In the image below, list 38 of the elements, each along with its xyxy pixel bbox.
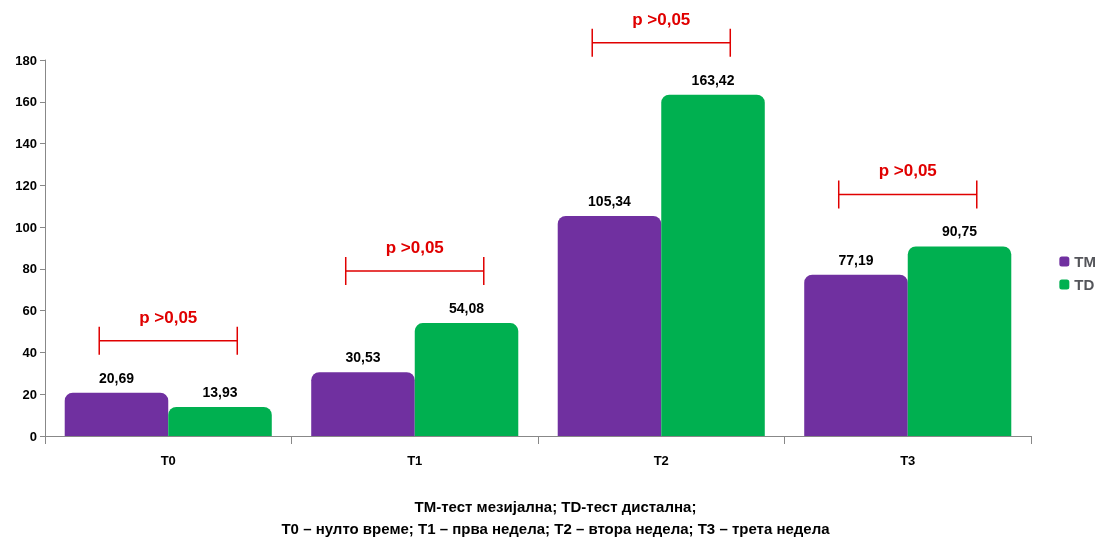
data-label: 54,08 [448,300,485,317]
bar [804,274,908,436]
data-label: 77,19 [838,251,874,268]
bar [311,372,415,436]
bar [661,94,765,436]
x-tick-label: T0 [160,453,176,468]
x-tick-label: T3 [900,453,916,468]
data-label: 30,53 [345,349,381,366]
x-tick-label: T2 [653,453,669,468]
y-tick-label: 160 [15,94,37,110]
y-tick-label: 140 [15,136,37,152]
y-tick-label: 40 [22,344,37,360]
y-tick-label: 180 [15,52,37,68]
data-label: 20,69 [98,369,135,386]
y-tick-label: 20 [22,386,37,402]
legend-label: TD [1074,276,1095,293]
text: p >0,05 [632,9,691,29]
data-label: 163,42 [691,71,735,88]
y-tick-label: 60 [22,303,37,319]
x-tick-label: T1 [407,453,423,468]
y-tick-label: 120 [15,177,37,193]
annotation: p >0,05 [878,161,937,181]
data-label: 13,93 [202,383,238,400]
annotation: p >0,05 [385,238,444,258]
text: TM-тест мезијална; TD-тест дистална; [414,498,697,515]
bar [557,215,662,436]
y-tick-label: 100 [15,219,37,235]
bar [64,392,169,436]
bar [168,406,272,436]
text: T0 – нулто време; T1 – прва недела; T2 – втора недела; T3 – трета недела [281,520,831,537]
data-label: 105,34 [588,192,632,209]
y-tick-label: 0 [29,428,37,444]
y-tick-label: 80 [22,261,37,277]
legend-label: TM [1074,253,1097,270]
bar [414,323,519,436]
data-label: 90,75 [941,223,978,240]
bar [907,246,1012,436]
annotation: p >0,05 [139,307,198,327]
